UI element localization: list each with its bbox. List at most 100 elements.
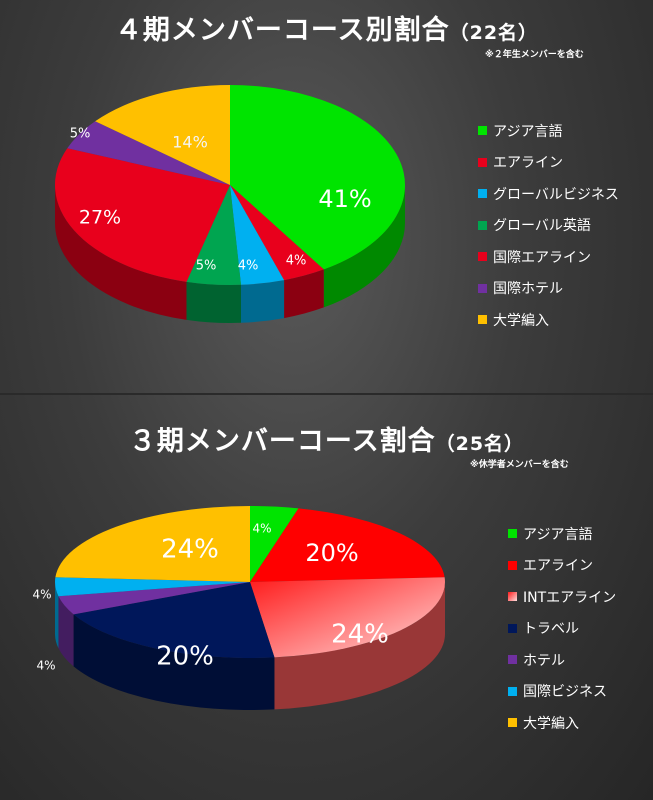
chart-title: ４期メンバーコース別割合（22名） [0, 8, 653, 47]
legend-label: トラベル [523, 621, 579, 638]
pie-side-slice-1 [284, 269, 324, 319]
legend-label: 国際エアライン [493, 249, 591, 266]
legend-item: トラベル [508, 613, 616, 645]
pie-sides [55, 582, 445, 710]
legend-swatch [478, 220, 487, 230]
chart-legend: アジア言語エアライングローバルビジネス グローバル英語 国際エアライン 国際ホテル大学… [478, 115, 619, 336]
legend-swatch [508, 655, 517, 665]
pie-slice-4 [58, 582, 251, 615]
data-label-slice-3: 20% [156, 642, 214, 672]
legend-swatch [508, 529, 517, 539]
legend-label: エアライン [493, 155, 563, 172]
pie-side-slice-4 [58, 596, 74, 667]
legend-label: INTエアライン [523, 589, 617, 606]
pie-slice-5 [55, 577, 250, 597]
pie-slice-3 [186, 185, 241, 285]
pie-labels: 4% 20% 24% 20% 4% 4% 24% [32, 522, 388, 673]
pie-top [54, 85, 405, 285]
data-label-slice-6: 24% [161, 535, 219, 565]
pie-slice-3 [73, 582, 275, 658]
data-label-slice-4: 4% [36, 659, 55, 673]
legend-swatch [508, 560, 517, 570]
data-label-slice-0: 4% [252, 522, 271, 536]
pie-chart: 4% 20% 24% 20% 4% 4% 24% [32, 506, 445, 710]
pie-side-slice-3 [73, 614, 275, 710]
legend-swatch [478, 126, 487, 136]
legend-swatch [508, 718, 517, 728]
pie-slice-2 [230, 185, 285, 285]
pie-top [55, 506, 445, 658]
legend-item: アジア言語 [478, 115, 619, 147]
legend-label: アジア言語 [493, 123, 563, 140]
pie-slice-1 [230, 185, 324, 281]
legend-label: ホテル [523, 652, 565, 669]
chart-panel-4th: ４期メンバーコース別割合（22名） ※２年生メンバーを含む 41% 4% 4% 5% 2… [0, 0, 653, 395]
data-label-slice-6: 14% [172, 133, 208, 152]
pie-slice-0 [230, 85, 405, 270]
legend-swatch [478, 283, 487, 293]
data-label-slice-1: 4% [286, 254, 307, 269]
chart-title-text: ４期メンバーコース別割合 [114, 15, 450, 46]
data-label-slice-5: 5% [70, 127, 91, 142]
legend-label: 大学編入 [493, 312, 549, 329]
legend-label: アジア言語 [523, 526, 593, 543]
pie-side-slice-2 [240, 280, 285, 323]
data-label-slice-5: 4% [32, 588, 51, 602]
pie-labels: 41% 4% 4% 5% 27% 5% 14% [70, 127, 372, 274]
data-label-slice-2: 24% [331, 620, 389, 650]
legend-item: 国際エアライン [478, 241, 619, 273]
legend-label: 国際ビジネス [523, 684, 607, 701]
legend-item: INTエアライン [508, 581, 616, 613]
legend-swatch [508, 686, 517, 696]
legend-label: エアライン [523, 558, 593, 575]
pie-side-slice-0 [323, 185, 405, 308]
legend-swatch [478, 315, 487, 325]
pie-side-slice-5 [55, 582, 59, 649]
pie-side-slice-4 [55, 185, 187, 320]
pie-chart: 41% 4% 4% 5% 27% 5% 14% [54, 85, 405, 323]
pie-side-slice-2 [274, 582, 445, 710]
legend-label: 国際ホテル [493, 281, 563, 298]
legend-label: グローバル英語 [493, 218, 591, 235]
pie-side-slice-3 [186, 281, 241, 323]
pie-slice-2 [250, 577, 445, 658]
legend-swatch [478, 252, 487, 262]
legend-item: 国際ホテル [478, 273, 619, 305]
pie-slice-0 [250, 506, 299, 582]
data-label-slice-0: 41% [318, 185, 371, 213]
chart-panel-3rd: ３期メンバーコース割合（25名） ※休学者メンバーを含む 4% 20% 24% 20%… [0, 395, 653, 800]
legend-item: アジア言語 [508, 518, 616, 550]
legend-item: 大学編入 [508, 707, 616, 739]
data-label-slice-2: 4% [238, 259, 259, 274]
pie-sides [55, 185, 405, 323]
chart-note: ※休学者メンバーを含む [470, 460, 569, 470]
chart-subtitle: （22名） [449, 22, 539, 44]
divider [0, 393, 653, 395]
legend-swatch [508, 623, 517, 633]
legend-item: ホテル [508, 644, 616, 676]
legend-label: グローバルビジネス [493, 186, 619, 203]
pie-slice-1 [250, 508, 445, 582]
legend-swatch [508, 592, 517, 602]
pie-slice-6 [95, 85, 230, 185]
chart-note: ※２年生メンバーを含む [485, 50, 584, 60]
legend-item: 大学編入 [478, 304, 619, 336]
data-label-slice-3: 5% [196, 259, 217, 274]
legend-item: グローバルビジネス [478, 178, 619, 210]
pie-slice-5 [67, 121, 230, 185]
chart-subtitle: （25名） [435, 433, 525, 455]
pie-slice-4 [54, 148, 230, 282]
data-label-slice-1: 20% [305, 539, 358, 567]
legend-swatch [478, 157, 487, 167]
chart-title: ３期メンバーコース割合（25名） [0, 419, 653, 458]
legend-item: 国際ビジネス [508, 676, 616, 708]
chart-title-text: ３期メンバーコース割合 [128, 426, 436, 457]
legend-label: 大学編入 [523, 715, 579, 732]
legend-item: グローバル英語 [478, 210, 619, 242]
data-label-slice-4: 27% [79, 207, 121, 229]
chart-legend: アジア言語エアライン INTエアライン トラベルホテル国際ビジネス 大学編入 [508, 518, 616, 739]
legend-swatch [478, 189, 487, 199]
legend-item: エアライン [478, 147, 619, 179]
legend-item: エアライン [508, 550, 616, 582]
pie-slice-6 [55, 506, 250, 582]
